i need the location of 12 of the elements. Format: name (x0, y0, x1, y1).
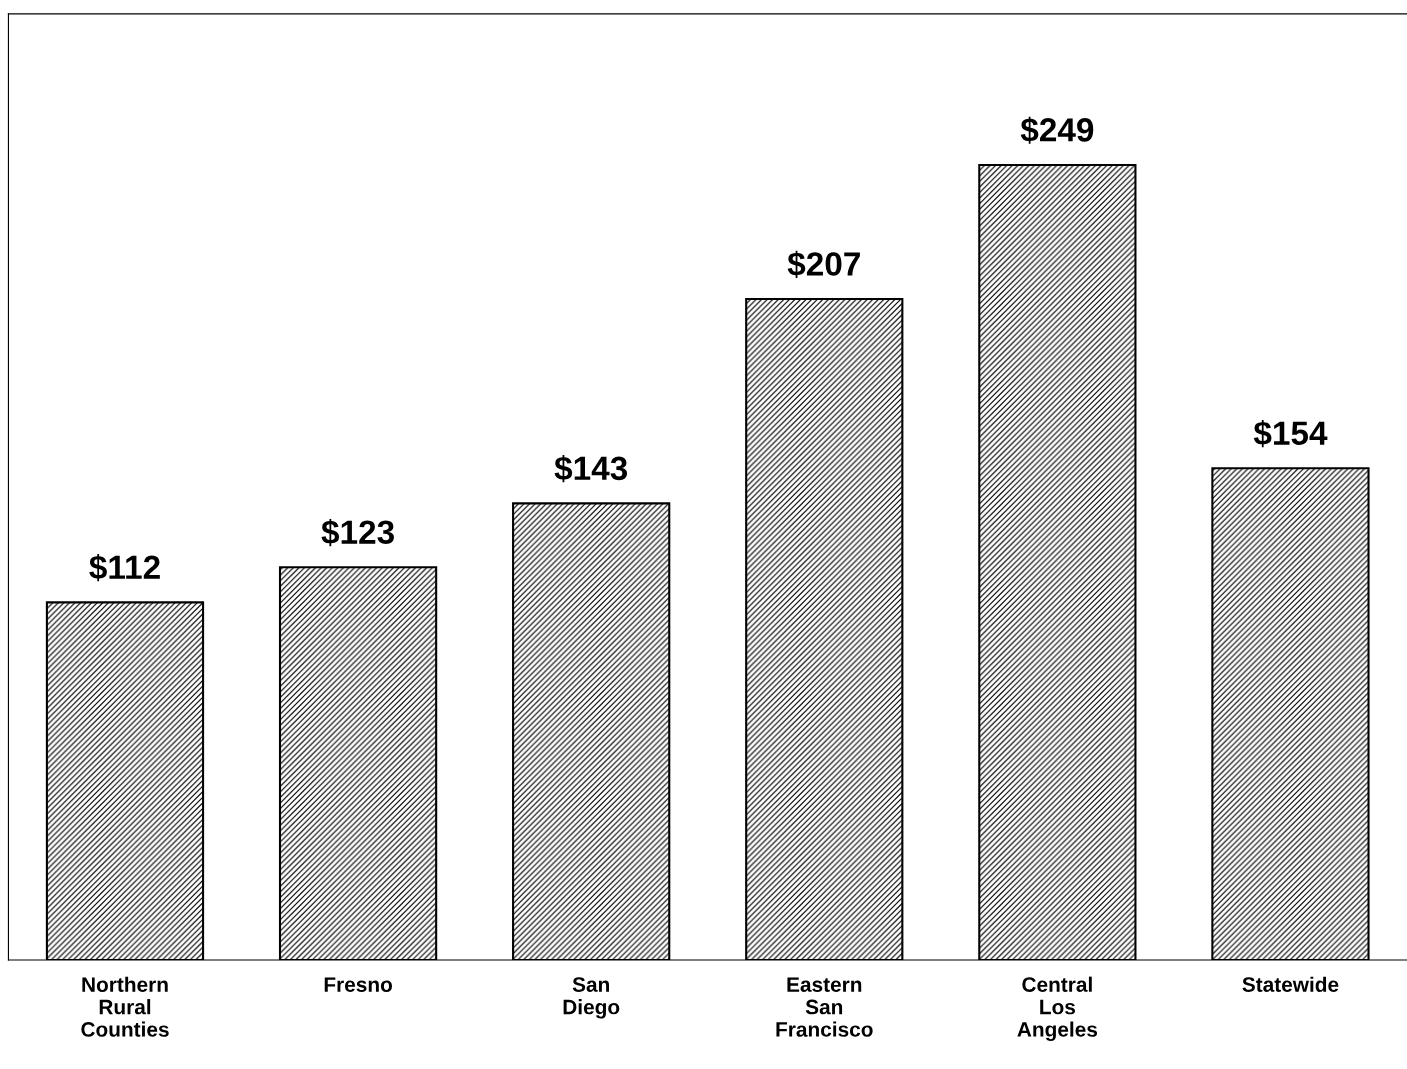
data-label: $154 (1253, 419, 1328, 448)
data-label: $143 (554, 455, 628, 483)
x-tick-label: San Diego (563, 977, 620, 1019)
data-label: $123 (321, 518, 394, 547)
x-tick-label: Fresno (324, 977, 392, 992)
data-label: $112 (89, 554, 160, 582)
x-tick-label: Central Los Angeles (1017, 976, 1098, 1042)
data-label: $249 (1020, 116, 1094, 144)
data-label: $207 (787, 250, 860, 278)
x-tick-label: Eastern San Francisco (776, 977, 873, 1037)
x-tick-label: Statewide (1242, 976, 1339, 992)
x-tick-label: Northern Rural Counties (81, 976, 169, 1037)
